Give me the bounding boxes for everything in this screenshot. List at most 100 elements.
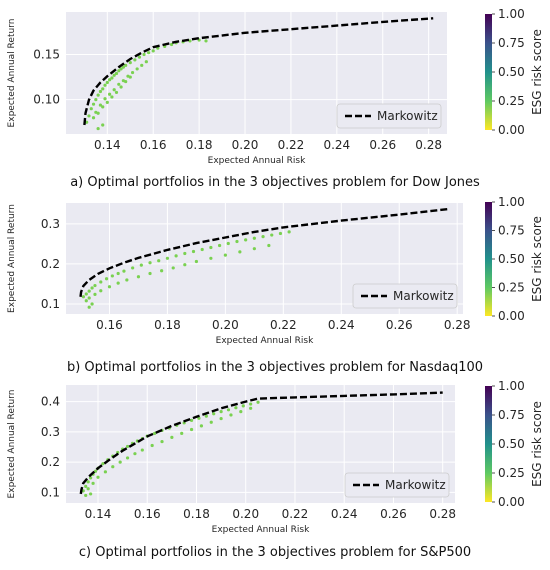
portfolio-point: [151, 49, 155, 53]
portfolio-point: [160, 269, 164, 273]
portfolio-point: [98, 89, 103, 94]
portfolio-point: [223, 253, 227, 257]
x-tick-label: 0.14: [94, 138, 121, 152]
markowitz-frontier-line: [83, 17, 434, 126]
portfolio-point: [87, 114, 91, 118]
portfolio-point: [278, 231, 283, 236]
portfolio-point: [125, 278, 129, 282]
portfolio-point: [114, 71, 119, 76]
colorbar-label: ESG risk score: [530, 29, 544, 115]
portfolio-point: [81, 295, 85, 299]
portfolio-point: [204, 414, 208, 418]
y-tick-label: 0.2: [41, 455, 60, 469]
legend-label-markowitz: Markowitz: [377, 109, 438, 123]
x-tick-label: 0.26: [380, 507, 407, 521]
portfolio-point: [137, 55, 142, 59]
portfolio-point: [133, 452, 137, 456]
y-tick-label: 0.1: [41, 297, 60, 311]
x-tick-label: 0.18: [186, 138, 213, 152]
portfolio-point: [91, 116, 96, 120]
y-tick-label: 0.3: [41, 217, 60, 231]
portfolio-point: [94, 98, 98, 102]
portfolio-point: [209, 245, 213, 250]
x-axis-label: Expected Annual Risk: [216, 336, 314, 346]
y-tick-label: 0.10: [33, 93, 60, 107]
caption-dow-jones: a) Optimal portfolios in the 3 objective…: [70, 175, 480, 190]
portfolio-point: [204, 39, 208, 43]
portfolio-point: [119, 67, 123, 71]
portfolio-point: [121, 65, 125, 69]
portfolio-point: [287, 230, 291, 234]
colorbar-tick-label: 1.00: [498, 195, 525, 209]
colorbar-tick-label: 0.50: [498, 252, 525, 266]
chart-panel-nasdaq100: 0.16 0.18 0.20 0.22 0.24 0.26 0.28 0.1 0.2 0.3 Exp…: [0, 195, 550, 385]
x-tick-label: 0.16: [96, 318, 123, 332]
x-tick-label: 0.28: [415, 138, 442, 152]
portfolio-point: [194, 259, 199, 264]
portfolio-point: [234, 406, 238, 410]
colorbar-tick-label: 0.00: [498, 495, 525, 509]
portfolio-point: [93, 469, 98, 473]
portfolio-point: [86, 480, 90, 484]
portfolio-point: [219, 410, 223, 414]
portfolio-point: [199, 424, 204, 428]
y-tick-label: 0.3: [41, 425, 60, 439]
portfolio-point: [105, 100, 109, 104]
portfolio-point: [219, 416, 223, 421]
portfolio-point: [217, 243, 222, 248]
x-tick-label: 0.22: [278, 138, 305, 152]
colorbar-tick-label: 0.25: [498, 466, 525, 480]
portfolio-point: [209, 420, 213, 424]
portfolio-point: [86, 487, 90, 491]
portfolio-point: [249, 406, 253, 410]
portfolio-point: [118, 460, 122, 464]
portfolio-point: [96, 475, 100, 479]
portfolio-point: [108, 78, 112, 82]
portfolio-point: [117, 82, 121, 86]
portfolio-point: [93, 283, 97, 288]
colorbar-label: ESG risk score: [530, 216, 544, 302]
x-tick-label: 0.14: [85, 507, 112, 521]
portfolio-point: [89, 492, 93, 496]
portfolio-point: [96, 93, 100, 97]
portfolio-point: [110, 95, 114, 99]
portfolio-point: [117, 69, 121, 73]
legend-box: [336, 103, 442, 129]
portfolio-point: [96, 126, 100, 131]
portfolio-point: [171, 266, 175, 270]
colorbar-label: ESG risk score: [530, 401, 544, 487]
portfolio-point: [104, 277, 109, 281]
portfolio-point: [235, 239, 239, 244]
x-axis-label: Expected Annual Risk: [208, 156, 306, 166]
portfolio-point: [140, 448, 144, 452]
portfolio-point: [135, 67, 139, 71]
portfolio-point: [150, 443, 154, 448]
portfolio-point: [125, 456, 130, 460]
x-tick-label: 0.18: [183, 507, 210, 521]
portfolio-point: [87, 296, 91, 300]
x-tick-label: 0.22: [270, 318, 297, 332]
portfolio-point: [157, 259, 161, 263]
portfolio-point: [174, 254, 178, 258]
colorbar-tick-label: 0.25: [498, 94, 525, 108]
legend-box: [344, 472, 450, 498]
portfolio-point: [116, 281, 120, 285]
portfolio-point: [189, 418, 194, 422]
x-tick-label: 0.24: [328, 318, 355, 332]
portfolio-point: [229, 413, 233, 417]
y-tick-label: 0.2: [41, 257, 60, 271]
portfolio-point: [96, 111, 100, 115]
portfolio-point: [116, 271, 120, 276]
portfolio-point: [99, 289, 103, 293]
colorbar-tick-label: 0.25: [498, 281, 525, 295]
portfolio-point: [212, 412, 216, 416]
y-axis-label: Expected Annual Return: [7, 390, 17, 499]
markowitz-frontier-line: [79, 391, 443, 495]
portfolio-point: [128, 75, 132, 79]
portfolio-point: [98, 103, 103, 107]
x-tick-label: 0.18: [154, 318, 181, 332]
x-tick-label: 0.24: [331, 507, 358, 521]
portfolio-point: [90, 286, 94, 290]
portfolio-point: [89, 107, 93, 111]
portfolio-point: [90, 302, 94, 306]
